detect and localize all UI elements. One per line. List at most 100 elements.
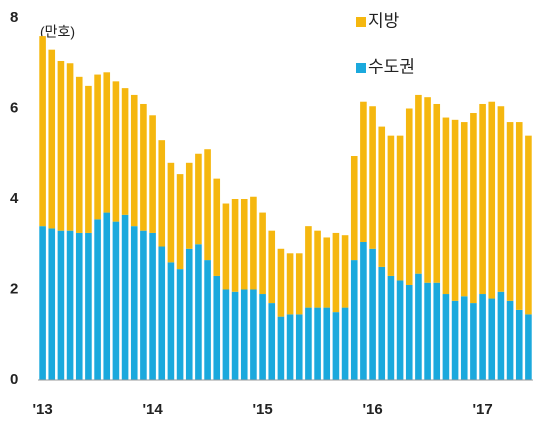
bar-segment: [470, 303, 477, 380]
bar-segment: [525, 314, 532, 380]
bar-segment: [277, 316, 285, 380]
bar-segment: [140, 103, 147, 231]
bar-segment: [332, 232, 340, 313]
bar-segment: [305, 307, 312, 380]
bar-segment: [85, 85, 92, 233]
bar-segment: [451, 300, 459, 380]
bar-segment: [479, 103, 486, 295]
bar-segment: [470, 113, 477, 304]
bar-segment: [360, 241, 367, 380]
y-tick-label: 2: [10, 280, 18, 297]
bar-segment: [112, 81, 120, 222]
bar-segment: [250, 196, 257, 290]
bar-segment: [415, 273, 422, 380]
bar-segment: [158, 246, 166, 380]
bar-segment: [112, 221, 120, 380]
bar-segment: [103, 212, 111, 380]
bar-segment: [121, 88, 129, 215]
bar-segment: [387, 135, 395, 276]
bar-segment: [286, 314, 294, 380]
bar-segment: [259, 212, 266, 295]
bar-segment: [405, 108, 413, 285]
bar-segment: [277, 248, 285, 317]
bar-segment: [222, 289, 230, 380]
bar-segment: [396, 135, 404, 281]
bar-segment: [204, 149, 211, 261]
bar-segment: [415, 94, 422, 274]
bar-segment: [515, 309, 523, 380]
bar-segment: [195, 244, 202, 380]
bar-segment: [149, 232, 156, 380]
bar-segment: [185, 248, 193, 380]
bar-segment: [75, 76, 83, 233]
bar-segment: [185, 162, 193, 249]
bar-segment: [369, 106, 376, 249]
bar-segment: [48, 49, 56, 229]
bar-segment: [295, 253, 303, 315]
legend-label: 지방: [368, 11, 400, 30]
bar-segment: [442, 294, 450, 380]
bar-segment: [167, 162, 175, 263]
y-tick-label: 0: [10, 371, 18, 388]
bar-segment: [424, 97, 431, 283]
bar-segment: [268, 230, 276, 304]
bar-segment: [75, 232, 83, 380]
bar-segment: [405, 284, 413, 380]
bar-segment: [213, 178, 221, 276]
bar-segment: [259, 294, 266, 380]
bar-segment: [231, 291, 239, 380]
bar-segment: [176, 174, 184, 270]
bar-segment: [295, 314, 303, 380]
bar-segment: [497, 106, 505, 292]
legend-swatch: [356, 63, 366, 73]
bar-segment: [158, 140, 166, 247]
bar-segment: [378, 126, 386, 267]
bar-segment: [231, 199, 239, 292]
bar-segment: [39, 226, 46, 380]
bar-segment: [515, 122, 523, 310]
bar-segment: [323, 307, 331, 380]
bar-segment: [66, 230, 74, 380]
bar-segment: [396, 280, 404, 380]
bar-segment: [506, 122, 514, 301]
bar-segment: [433, 282, 441, 380]
bar-segment: [378, 266, 386, 380]
bar-segment: [240, 289, 248, 380]
bar-segment: [369, 248, 376, 380]
bar-segment: [460, 122, 468, 297]
legend-swatch: [356, 17, 366, 27]
bar-segment: [48, 228, 56, 380]
bar-segment: [350, 260, 358, 380]
bar-segment: [176, 269, 184, 380]
bar-segment: [66, 63, 74, 231]
bar-segment: [94, 74, 101, 220]
bar-segment: [94, 219, 101, 380]
bar-segment: [140, 230, 147, 380]
x-tick-label: '17: [472, 401, 492, 418]
x-tick-label: '15: [252, 401, 272, 418]
bar-segment: [479, 294, 486, 380]
bar-segment: [103, 72, 111, 213]
bar-segment: [525, 135, 532, 315]
bar-segment: [460, 296, 468, 380]
bar-segment: [442, 117, 450, 295]
bar-segment: [250, 289, 257, 380]
bar-segment: [341, 307, 349, 380]
y-tick-label: 4: [10, 190, 19, 207]
unit-label: (만호): [40, 24, 75, 40]
bar-segment: [350, 156, 358, 261]
x-tick-label: '14: [142, 401, 163, 418]
bar-segment: [149, 115, 156, 233]
bar-segment: [341, 235, 349, 308]
bar-segment: [360, 101, 367, 242]
bar-segment: [195, 153, 202, 245]
x-tick-label: '13: [32, 401, 52, 418]
bar-segment: [424, 282, 431, 380]
bar-segment: [323, 237, 331, 308]
bar-segment: [57, 60, 65, 231]
bar-segment: [204, 260, 211, 380]
bar-segment: [213, 275, 221, 380]
bar-segment: [497, 291, 505, 380]
bar-segment: [57, 230, 65, 380]
